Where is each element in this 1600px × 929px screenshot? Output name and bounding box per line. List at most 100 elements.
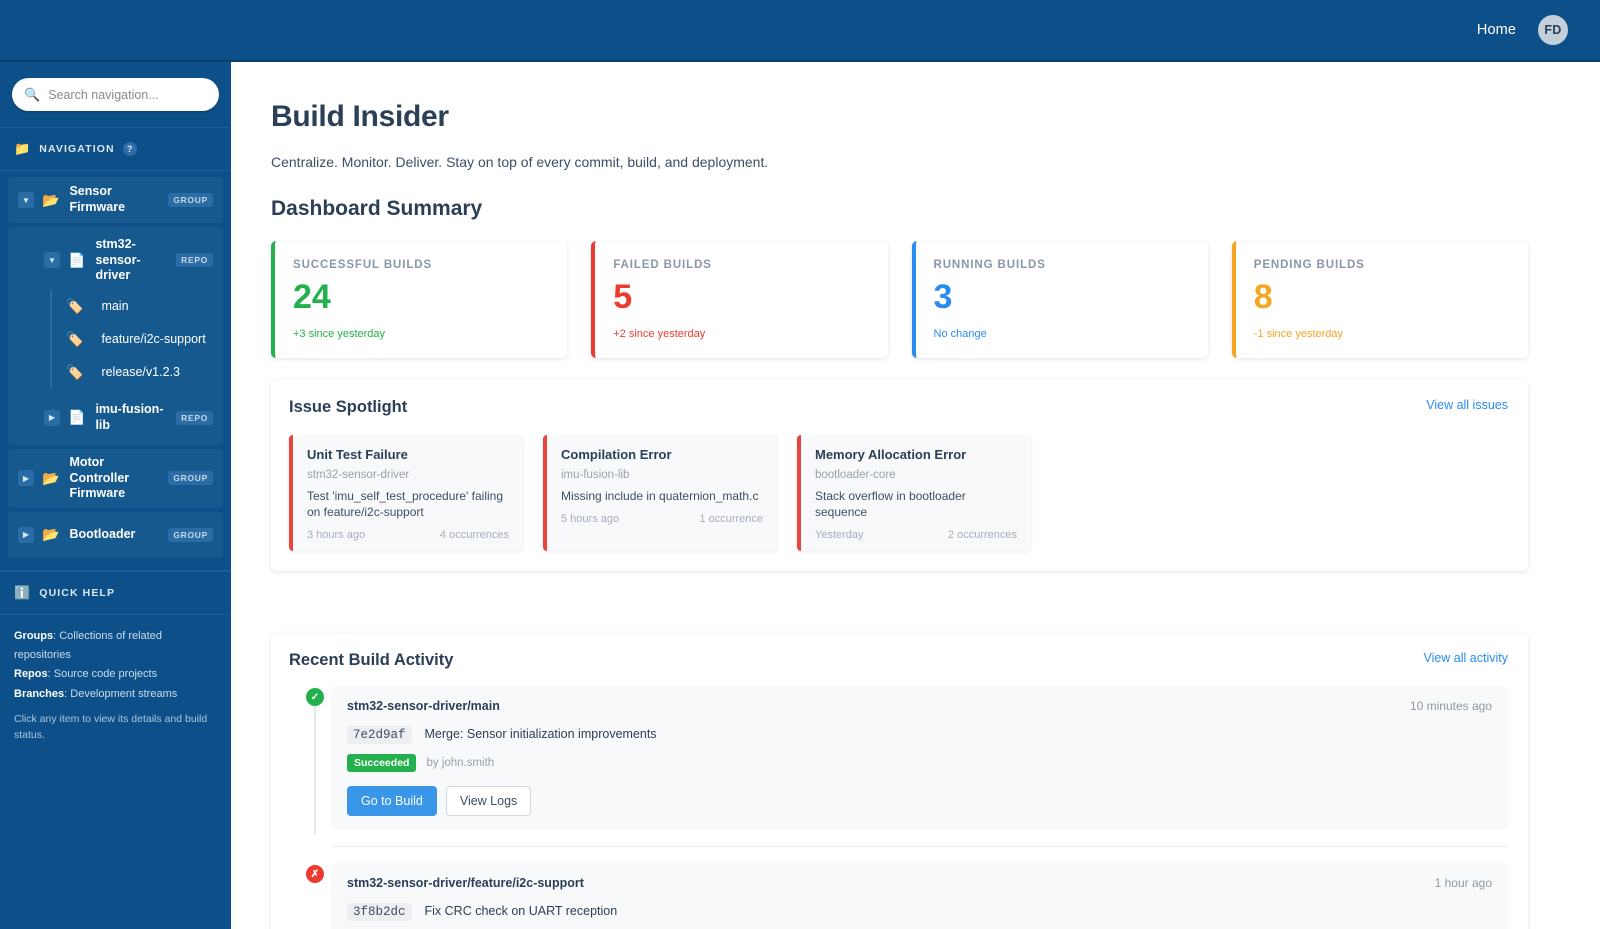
stat-value: 24 xyxy=(293,278,331,316)
tree-group-sensor-firmware[interactable]: ▼ 📂 Sensor Firmware GROUP xyxy=(8,177,223,223)
chevron-down-icon[interactable]: ▼ xyxy=(18,192,34,208)
commit-message: Fix CRC check on UART reception xyxy=(424,904,618,919)
search-input[interactable] xyxy=(48,87,210,102)
tree-branch-main[interactable]: 🏷️ main xyxy=(52,290,223,323)
activity-item-succeeded: ✓ stm32-sensor-driver/main 10 minutes ag… xyxy=(289,686,1508,835)
issue-cards-row: Unit Test Failure stm32-sensor-driver Te… xyxy=(289,435,1508,552)
issue-time: Yesterday xyxy=(815,529,864,542)
chevron-right-icon[interactable]: ▶ xyxy=(44,409,60,426)
tree-branch-feature-i2c-support[interactable]: 🏷️ feature/i2c-support xyxy=(52,323,223,356)
repo-subtree-container: ▼ 📄 stm32-sensor-driver REPO 🏷️ main 🏷️ … xyxy=(8,227,223,445)
branch-list: 🏷️ main 🏷️ feature/i2c-support 🏷️ releas… xyxy=(50,289,223,389)
issue-footer: 3 hours ago 4 occurrences xyxy=(307,529,509,541)
issue-card-memory-allocation-error[interactable]: Memory Allocation Error bootloader-core … xyxy=(797,435,1031,552)
activity-card-top: stm32-sensor-driver/main 10 minutes ago xyxy=(347,699,1492,713)
stat-value: 8 xyxy=(1253,278,1273,316)
quick-help-header: ℹ️ QUICK HELP xyxy=(0,570,231,614)
issue-title: Unit Test Failure xyxy=(307,447,408,462)
page-subtitle: Centralize. Monitor. Deliver. Stay on to… xyxy=(271,154,769,170)
tree-repo-label: stm32-sensor-driver xyxy=(95,237,141,283)
activity-branch-name: stm32-sensor-driver/main xyxy=(347,699,500,714)
issue-count: 2 occurrences xyxy=(947,529,1017,542)
activity-timestamp: 1 hour ago xyxy=(1434,876,1492,891)
view-all-activity-link[interactable]: View all activity xyxy=(1423,651,1508,666)
tree-branch-label: release/v1.2.3 xyxy=(101,365,180,380)
navigation-section-header: 📁 NAVIGATION ? xyxy=(0,127,231,171)
activity-rail xyxy=(314,706,316,835)
stat-delta: +3 since yesterday xyxy=(293,328,386,340)
help-badge-icon[interactable]: ? xyxy=(122,142,137,156)
folder-icon: 📁 xyxy=(14,141,32,156)
help-term: Repos xyxy=(14,668,48,681)
stat-value: 3 xyxy=(933,278,953,316)
chevron-right-icon[interactable]: ▶ xyxy=(18,470,34,487)
issue-footer: 5 hours ago 1 occurrence xyxy=(561,513,763,525)
help-line: Branches: Development streams xyxy=(14,685,217,704)
avatar[interactable]: FD xyxy=(1538,15,1568,45)
help-desc: : Collections of related repositories xyxy=(14,629,162,661)
help-desc: : Source code projects xyxy=(47,668,158,681)
tree-group-label: Bootloader xyxy=(69,526,136,541)
stat-card-running-builds[interactable]: RUNNING BUILDS 3 No change xyxy=(911,241,1208,358)
recent-build-activity-panel: Recent Build Activity View all activity … xyxy=(271,633,1528,929)
issue-spotlight-panel: Issue Spotlight View all issues Unit Tes… xyxy=(271,380,1528,572)
page-title: Build Insider xyxy=(271,100,449,133)
view-logs-button[interactable]: View Logs xyxy=(445,786,532,817)
quick-help-section: ℹ️ QUICK HELP Groups: Collections of rel… xyxy=(0,569,231,758)
issue-count: 1 occurrence xyxy=(699,513,763,526)
issue-spotlight-header: Issue Spotlight View all issues xyxy=(289,398,1508,417)
view-all-issues-link[interactable]: View all issues xyxy=(1426,398,1508,412)
activity-card-top: stm32-sensor-driver/feature/i2c-support … xyxy=(347,876,1492,890)
tree-group-motor-controller-firmware[interactable]: ▶ 📂 Motor Controller Firmware GROUP xyxy=(8,448,223,508)
issue-footer: Yesterday 2 occurrences xyxy=(815,529,1017,541)
issue-time: 5 hours ago xyxy=(561,513,620,526)
commit-sha: 7e2d9af xyxy=(347,726,412,745)
tree-branch-release-v123[interactable]: 🏷️ release/v1.2.3 xyxy=(52,356,223,389)
issue-title: Compilation Error xyxy=(561,447,672,462)
file-icon: 📄 xyxy=(68,251,86,268)
help-desc: : Development streams xyxy=(64,687,178,700)
activity-commit-row: 3f8b2dc Fix CRC check on UART reception xyxy=(347,903,1492,922)
issue-description: Test 'imu_self_test_procedure' failing o… xyxy=(307,489,504,520)
quick-help-footer: Click any item to view its details and b… xyxy=(14,712,208,741)
stat-delta: No change xyxy=(933,328,987,340)
tree-group-label: Motor Controller Firmware xyxy=(69,454,130,501)
stat-card-pending-builds[interactable]: PENDING BUILDS 8 -1 since yesterday xyxy=(1231,241,1528,358)
issue-repo: imu-fusion-lib xyxy=(561,469,630,481)
activity-card[interactable]: stm32-sensor-driver/main 10 minutes ago … xyxy=(331,686,1508,831)
issue-time: 3 hours ago xyxy=(307,529,366,542)
quick-help-body: Groups: Collections of related repositor… xyxy=(0,613,231,758)
folder-icon: 📂 xyxy=(42,526,60,543)
tree-repo-label: imu-fusion-lib xyxy=(95,402,164,432)
activity-author: by john.smith xyxy=(426,757,495,770)
chevron-right-icon[interactable]: ▶ xyxy=(18,526,34,543)
activity-item-failed: ✗ stm32-sensor-driver/feature/i2c-suppor… xyxy=(289,863,1508,929)
tree-group-bootloader[interactable]: ▶ 📂 Bootloader GROUP xyxy=(8,511,223,558)
navigation-label: NAVIGATION xyxy=(39,143,115,155)
stat-card-failed-builds[interactable]: FAILED BUILDS 5 +2 since yesterday xyxy=(591,241,888,358)
quick-help-label: QUICK HELP xyxy=(39,586,116,599)
stat-card-successful-builds[interactable]: SUCCESSFUL BUILDS 24 +3 since yesterday xyxy=(271,241,568,358)
go-to-build-button[interactable]: Go to Build xyxy=(347,786,437,817)
issue-spotlight-title: Issue Spotlight xyxy=(289,398,408,416)
issue-card-compilation-error[interactable]: Compilation Error imu-fusion-lib Missing… xyxy=(543,435,777,552)
main-content: Build Insider Centralize. Monitor. Deliv… xyxy=(231,62,1600,929)
issue-card-unit-test-failure[interactable]: Unit Test Failure stm32-sensor-driver Te… xyxy=(289,435,523,552)
repo-tag-badge: REPO xyxy=(176,253,213,268)
stat-label: PENDING BUILDS xyxy=(1253,259,1365,271)
folder-icon: 📂 xyxy=(42,469,60,486)
tree-repo-imu-fusion-lib[interactable]: ▶ 📄 imu-fusion-lib REPO xyxy=(34,394,223,441)
status-failed-icon: ✗ xyxy=(306,865,324,884)
stat-delta: +2 since yesterday xyxy=(613,328,706,340)
nav-link-home[interactable]: Home xyxy=(1476,22,1516,38)
tree-repo-stm32-sensor-driver[interactable]: ▼ 📄 stm32-sensor-driver REPO xyxy=(34,231,223,290)
chevron-down-icon[interactable]: ▼ xyxy=(44,252,60,269)
issue-count: 4 occurrences xyxy=(439,529,509,542)
dashboard-summary-heading: Dashboard Summary xyxy=(271,197,483,220)
activity-card[interactable]: stm32-sensor-driver/feature/i2c-support … xyxy=(331,863,1508,929)
search-box[interactable]: 🔍 xyxy=(12,78,219,111)
commit-sha: 3f8b2dc xyxy=(347,903,412,922)
search-icon: 🔍 xyxy=(24,87,41,102)
issue-description: Stack overflow in bootloader sequence xyxy=(815,489,966,520)
